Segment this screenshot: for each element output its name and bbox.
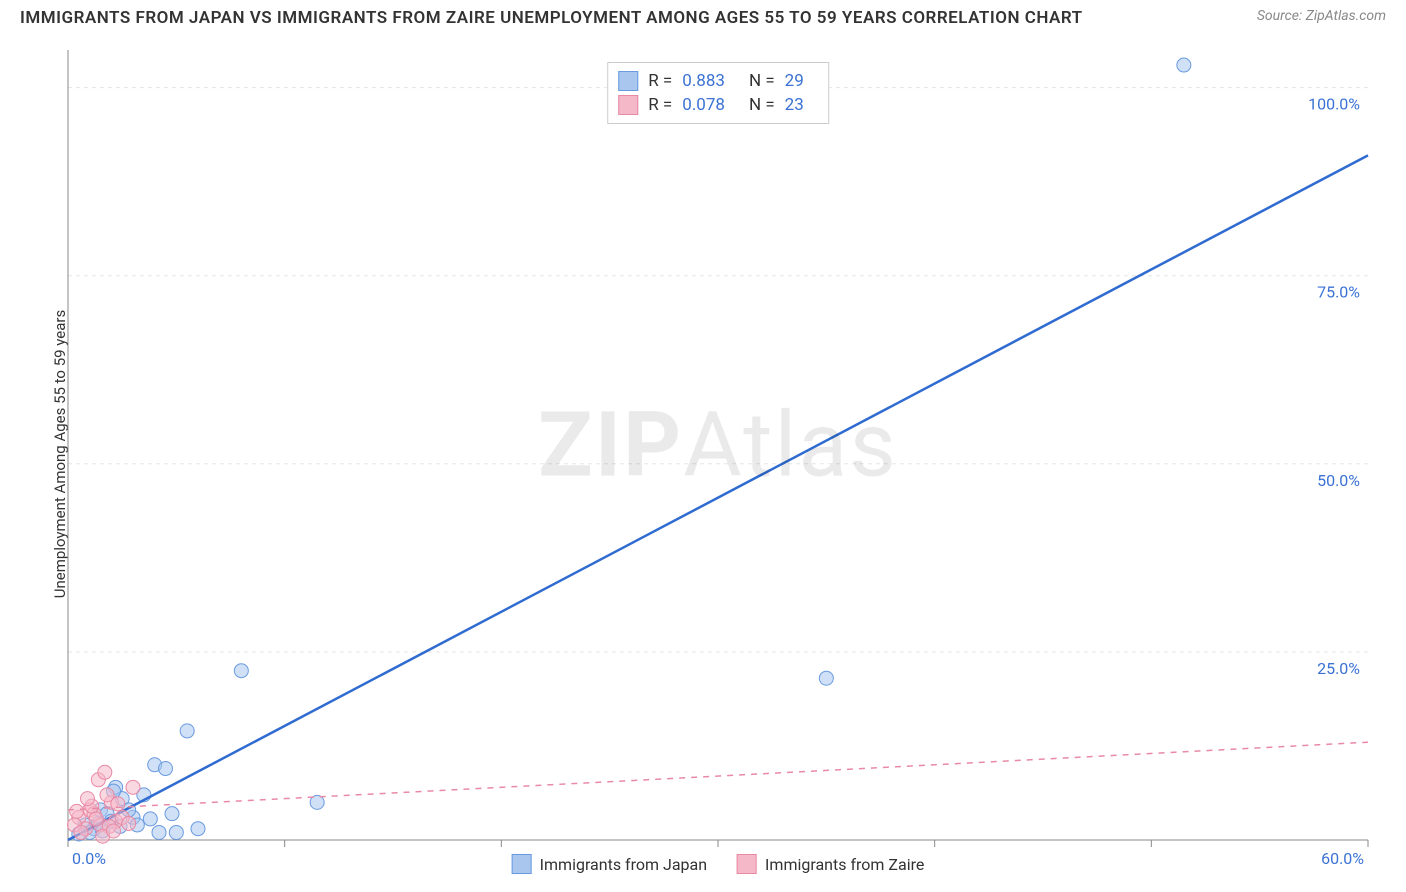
stats-row-zaire: R = 0.078 N = 23 <box>618 93 818 117</box>
stats-row-japan: R = 0.883 N = 29 <box>618 69 818 93</box>
swatch-zaire <box>618 95 638 115</box>
n-label: N = <box>749 71 775 91</box>
legend-label-japan: Immigrants from Japan <box>540 855 707 874</box>
swatch-zaire <box>737 854 757 874</box>
legend-item-zaire: Immigrants from Zaire <box>737 854 924 874</box>
series-legend: Immigrants from Japan Immigrants from Za… <box>512 854 925 874</box>
svg-text:100.0%: 100.0% <box>1308 95 1360 114</box>
scatter-chart: 25.0%50.0%75.0%100.0%0.0%60.0% <box>68 50 1368 840</box>
r-label: R = <box>648 71 672 91</box>
chart-title: IMMIGRANTS FROM JAPAN VS IMMIGRANTS FROM… <box>20 8 1083 28</box>
plot-region: 25.0%50.0%75.0%100.0%0.0%60.0% ZIPAtlas … <box>68 50 1368 840</box>
n-label: N = <box>749 95 775 115</box>
r-value-japan: 0.883 <box>682 71 725 91</box>
svg-text:25.0%: 25.0% <box>1317 659 1360 678</box>
r-value-zaire: 0.078 <box>682 95 725 115</box>
svg-text:0.0%: 0.0% <box>72 849 106 868</box>
swatch-japan <box>512 854 532 874</box>
swatch-japan <box>618 71 638 91</box>
source-label: Source: ZipAtlas.com <box>1257 8 1386 24</box>
svg-text:75.0%: 75.0% <box>1317 283 1360 302</box>
r-label: R = <box>648 95 672 115</box>
n-value-zaire: 23 <box>785 95 804 115</box>
y-axis-label: Unemployment Among Ages 55 to 59 years <box>51 310 69 598</box>
legend-label-zaire: Immigrants from Zaire <box>765 855 924 874</box>
legend-item-japan: Immigrants from Japan <box>512 854 707 874</box>
svg-text:50.0%: 50.0% <box>1317 471 1360 490</box>
svg-text:60.0%: 60.0% <box>1321 849 1364 868</box>
chart-area: Unemployment Among Ages 55 to 59 years 2… <box>48 50 1388 840</box>
n-value-japan: 29 <box>785 71 804 91</box>
stats-legend: R = 0.883 N = 29 R = 0.078 N = 23 <box>607 62 829 124</box>
